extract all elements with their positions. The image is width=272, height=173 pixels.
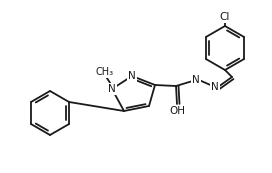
Text: Cl: Cl (220, 12, 230, 22)
Text: N: N (128, 71, 136, 81)
Text: N: N (192, 75, 200, 85)
Text: OH: OH (169, 106, 185, 116)
Text: N: N (108, 84, 116, 94)
Text: CH₃: CH₃ (96, 67, 114, 77)
Text: N: N (211, 82, 219, 92)
